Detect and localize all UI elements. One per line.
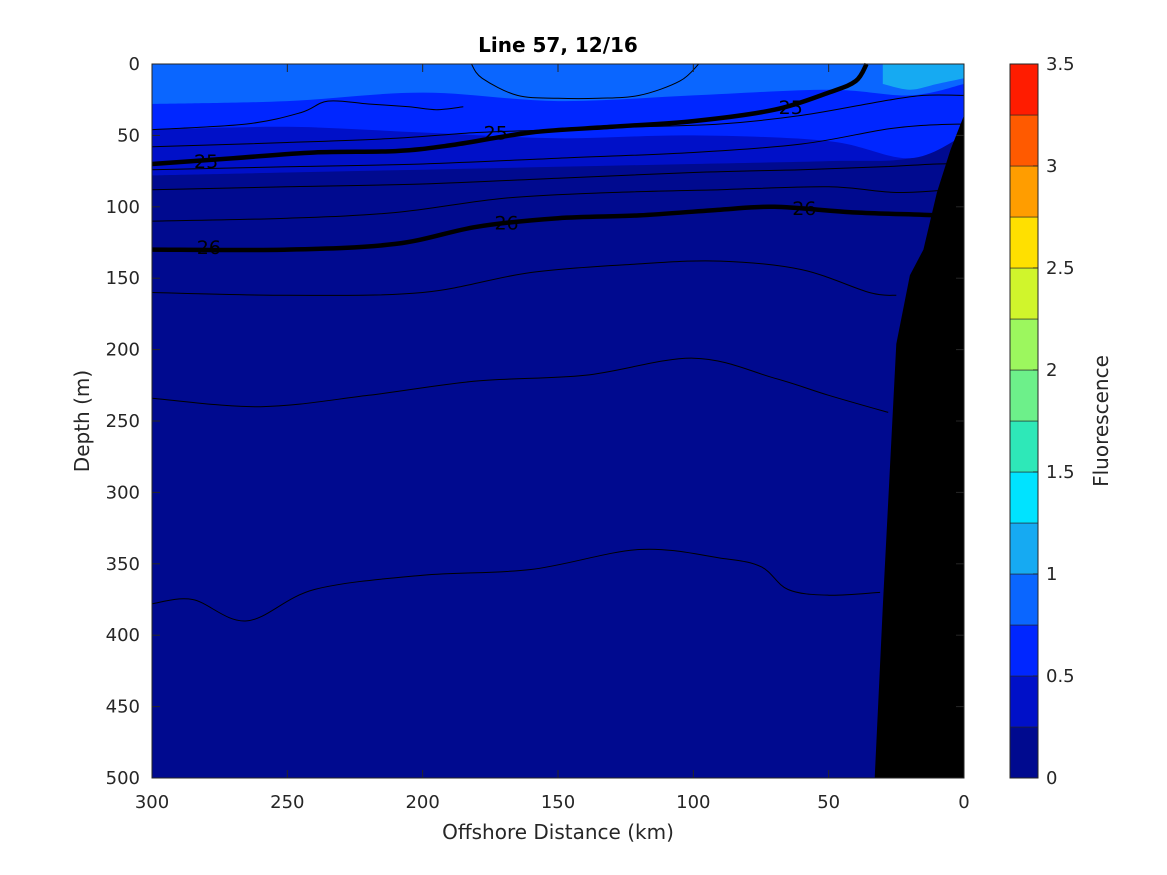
x-tick-label: 0 xyxy=(958,792,969,813)
density-contour xyxy=(151,548,881,622)
x-tick-label: 300 xyxy=(135,792,169,813)
y-tick-label: 50 xyxy=(117,125,140,146)
colorbar-segment xyxy=(1009,471,1039,524)
contour-label: 25 xyxy=(779,97,803,119)
plot-background xyxy=(152,64,964,778)
y-axis-label: Depth (m) xyxy=(70,370,94,472)
colorbar-tick-label: 2.5 xyxy=(1046,258,1075,279)
contour-label: 25 xyxy=(194,151,218,173)
x-tick-label: 200 xyxy=(405,792,439,813)
y-tick-label: 400 xyxy=(106,625,140,646)
density-contour xyxy=(151,100,464,131)
colorbar-segment xyxy=(1009,420,1039,473)
colorbar-tick-label: 0 xyxy=(1046,768,1057,789)
colorbar-segment xyxy=(1009,165,1039,218)
y-tick-label: 350 xyxy=(106,554,140,575)
density-contour xyxy=(151,186,951,222)
colorbar-segment xyxy=(1009,624,1039,677)
density-contour xyxy=(151,260,897,296)
colorbar-tick-label: 1.5 xyxy=(1046,462,1075,483)
density-contours xyxy=(151,62,965,622)
y-tick-label: 300 xyxy=(106,482,140,503)
fluorescence-band xyxy=(882,64,964,90)
density-contour xyxy=(151,357,889,413)
contour-label: 26 xyxy=(197,237,221,259)
colorbar-segment xyxy=(1009,675,1039,728)
colorbar-segment xyxy=(1009,216,1039,269)
y-tick-label: 100 xyxy=(106,197,140,218)
x-tick-label: 150 xyxy=(541,792,575,813)
colorbar-segment xyxy=(1009,369,1039,422)
colorbar-label: Fluorescence xyxy=(1089,355,1113,487)
colorbar-tick-label: 3 xyxy=(1046,156,1057,177)
colorbar-segment xyxy=(1009,114,1039,167)
y-axis: 0 50 100 150 200 250 300 350 400 450 500 xyxy=(106,54,964,789)
density-contour xyxy=(151,123,965,171)
fluorescence-band xyxy=(152,64,964,104)
y-tick-label: 250 xyxy=(106,411,140,432)
colorbar-ticks: 0 0.5 1 1.5 2 2.5 3 3.5 xyxy=(1033,54,1075,789)
colorbar-tick-label: 3.5 xyxy=(1046,54,1075,75)
y-tick-label: 500 xyxy=(106,768,140,789)
colorbar-segment xyxy=(1009,522,1039,575)
colorbar-segment xyxy=(1009,267,1039,320)
density-contour xyxy=(470,63,700,100)
colorbar-segment xyxy=(1009,318,1039,371)
y-tick-label: 200 xyxy=(106,340,140,361)
colorbar-segments xyxy=(1009,63,1039,779)
bottom-topography xyxy=(874,115,964,778)
density-contour-bold xyxy=(151,204,959,253)
colorbar-segment xyxy=(1009,573,1039,626)
chart-title: Line 57, 12/16 xyxy=(478,33,638,57)
colorbar-frame xyxy=(1009,63,1039,779)
colorbar-tick-label: 1 xyxy=(1046,564,1057,585)
x-axis-label: Offshore Distance (km) xyxy=(442,820,674,844)
contour-label: 25 xyxy=(484,123,508,145)
colorbar-segment xyxy=(1009,726,1039,779)
plot-area: 25 25 25 26 26 26 xyxy=(151,62,965,779)
y-tick-label: 0 xyxy=(129,54,140,75)
x-axis: 300 250 200 150 100 50 0 xyxy=(135,64,970,813)
x-tick-label: 250 xyxy=(270,792,304,813)
y-tick-label: 450 xyxy=(106,697,140,718)
density-contour xyxy=(151,94,965,148)
colorbar-tick-label: 0.5 xyxy=(1046,666,1075,687)
x-tick-label: 50 xyxy=(817,792,840,813)
density-contour xyxy=(151,163,965,191)
contour-labels: 25 25 25 26 26 26 xyxy=(194,97,816,259)
contour-label: 26 xyxy=(792,198,816,220)
colorbar-segment xyxy=(1009,63,1039,116)
y-tick-label: 150 xyxy=(106,268,140,289)
colorbar-tick-label: 2 xyxy=(1046,360,1057,381)
colorbar: 0 0.5 1 1.5 2 2.5 3 3.5 Fluorescence xyxy=(1009,54,1113,789)
x-tick-label: 100 xyxy=(676,792,710,813)
contour-label: 26 xyxy=(494,213,518,235)
